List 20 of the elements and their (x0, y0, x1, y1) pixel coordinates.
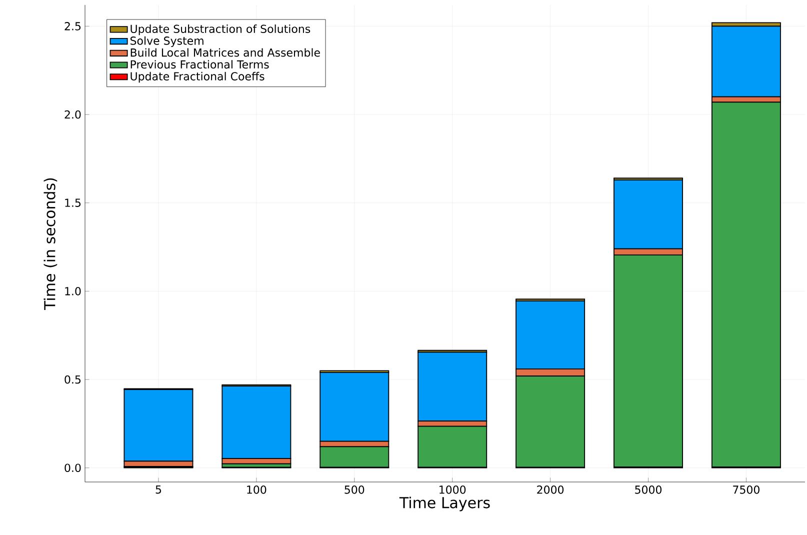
y-axis-title: Time (in seconds) (44, 178, 58, 310)
legend-label: Update Fractional Coeffs (130, 72, 264, 83)
y-tick-label: 1.0 (65, 287, 81, 296)
x-tick-label: 1000 (440, 486, 466, 494)
x-tick-label: 5000 (635, 486, 662, 494)
x-tick-label: 2000 (537, 486, 564, 494)
legend-label: Update Substraction of Solutions (130, 24, 310, 36)
y-tick-label: 2.5 (64, 22, 81, 30)
x-tick-label: 100 (247, 486, 266, 494)
legend-label: Build Local Matrices and Assemble (130, 48, 320, 57)
x-tick-label: 500 (344, 486, 364, 494)
x-tick-label: 5 (156, 486, 162, 494)
x-axis-title: Time Layers (399, 496, 490, 512)
y-tick-label: 1.5 (65, 198, 81, 207)
x-tick-label: 7500 (733, 486, 760, 494)
legend-label: Previous Fractional Terms (130, 60, 269, 69)
y-tick-label: 0.5 (64, 375, 81, 384)
y-tick-label: 0.0 (64, 464, 81, 472)
y-tick-label: 2.0 (64, 110, 81, 119)
legend-label: Solve System (130, 36, 204, 48)
